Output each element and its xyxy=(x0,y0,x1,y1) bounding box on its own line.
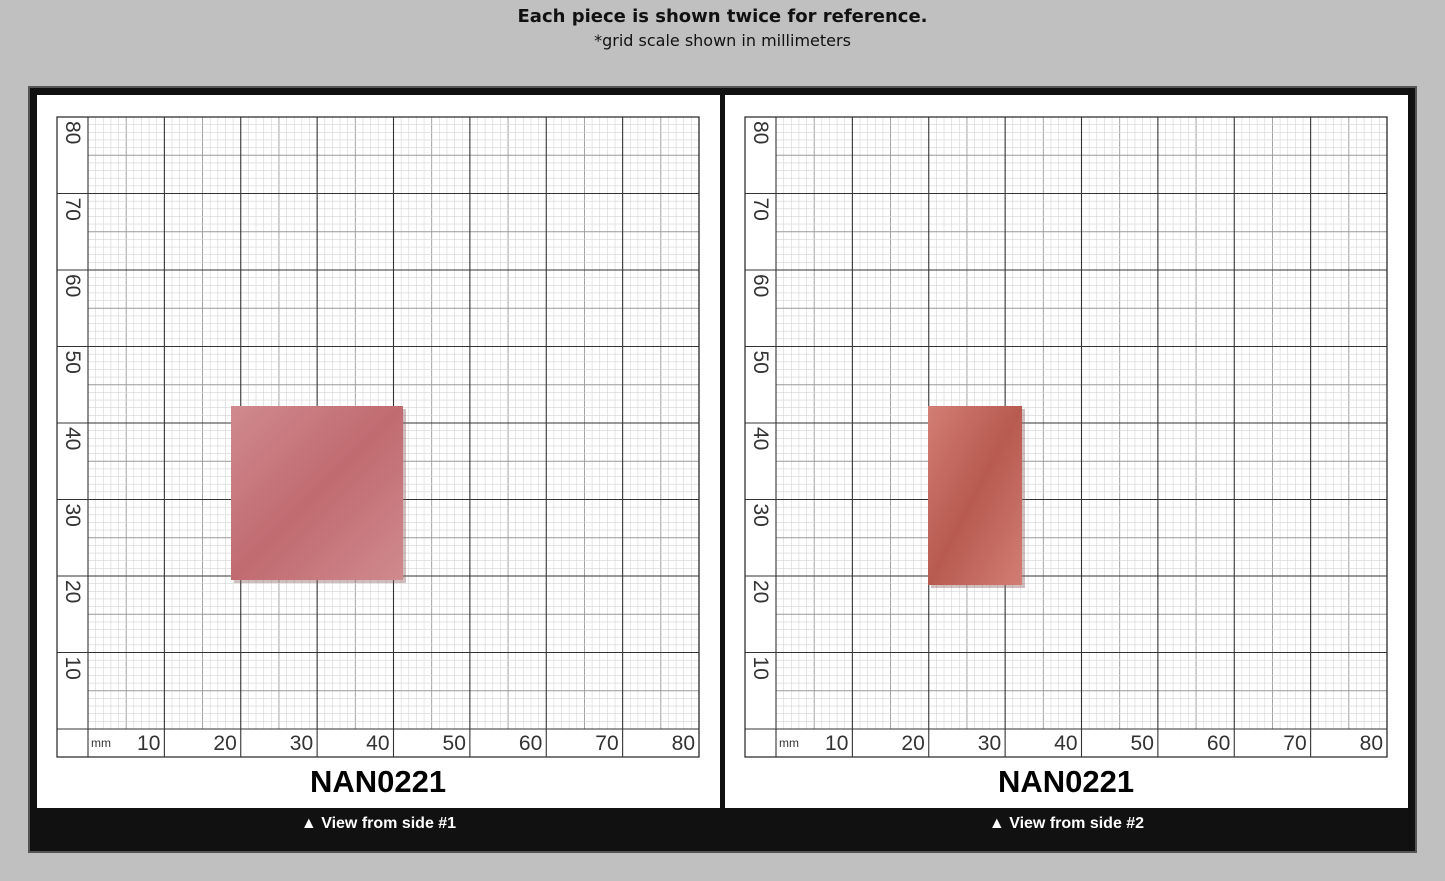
piece-name: NAN0221 xyxy=(310,764,446,799)
grid-border xyxy=(56,116,700,758)
y-scale-label: 70 xyxy=(61,198,84,221)
x-scale-label: 10 xyxy=(137,732,160,755)
grid-panel: mm 10 20 30 40 50 60 70 80 10 20 30 40 50 60 70 80 NAN022… xyxy=(744,116,1388,799)
y-scale-label: 80 xyxy=(749,121,772,144)
grid-panel: mm 10 20 30 40 50 60 70 80 10 20 30 40 50 60 70 80 NAN022… xyxy=(56,116,700,799)
panel: mm 10 20 30 40 50 60 70 80 10 20 30 40 50 60 70 80 NAN022… xyxy=(37,95,720,808)
y-scale-label: 20 xyxy=(61,580,84,603)
x-scale-label: 80 xyxy=(672,732,695,755)
unit-label: mm xyxy=(779,736,799,750)
y-scale-label: 60 xyxy=(749,274,772,297)
x-scale-label: 70 xyxy=(595,732,618,755)
x-scale-label: 60 xyxy=(1207,732,1230,755)
y-scale-label: 70 xyxy=(749,198,772,221)
y-scale-label: 40 xyxy=(749,427,772,450)
x-scale-label: 20 xyxy=(213,732,236,755)
header-title: Each piece is shown twice for reference. xyxy=(517,6,928,27)
x-scale-label: 10 xyxy=(825,732,848,755)
y-scale-label: 30 xyxy=(61,504,84,527)
y-scale-label: 20 xyxy=(749,580,772,603)
x-scale-label: 20 xyxy=(901,732,924,755)
y-scale-label: 30 xyxy=(749,504,772,527)
specimen xyxy=(231,406,403,580)
y-scale-label: 80 xyxy=(61,121,84,144)
panel: mm 10 20 30 40 50 60 70 80 10 20 30 40 50 60 70 80 NAN022… xyxy=(725,95,1408,808)
x-scale-label: 30 xyxy=(290,732,313,755)
header-subtitle: *grid scale shown in millimeters xyxy=(594,31,851,50)
unit-label: mm xyxy=(91,736,111,750)
x-scale-label: 30 xyxy=(978,732,1001,755)
y-scale-label: 50 xyxy=(61,351,84,374)
caption: ▲ View from side #1 xyxy=(300,815,457,832)
caption: ▲ View from side #2 xyxy=(988,815,1145,832)
y-scale-label: 10 xyxy=(61,657,84,680)
y-scale-label: 40 xyxy=(61,427,84,450)
y-scale-label: 50 xyxy=(749,351,772,374)
grid-border xyxy=(744,116,1388,758)
y-scale-label: 10 xyxy=(749,657,772,680)
x-scale-label: 50 xyxy=(1131,732,1154,755)
x-scale-label: 50 xyxy=(443,732,466,755)
x-scale-label: 60 xyxy=(519,732,542,755)
x-scale-label: 70 xyxy=(1283,732,1306,755)
specimen xyxy=(928,406,1022,585)
y-scale-label: 60 xyxy=(61,274,84,297)
x-scale-label: 40 xyxy=(366,732,389,755)
x-scale-label: 40 xyxy=(1054,732,1077,755)
piece-name: NAN0221 xyxy=(998,764,1134,799)
x-scale-label: 80 xyxy=(1360,732,1383,755)
